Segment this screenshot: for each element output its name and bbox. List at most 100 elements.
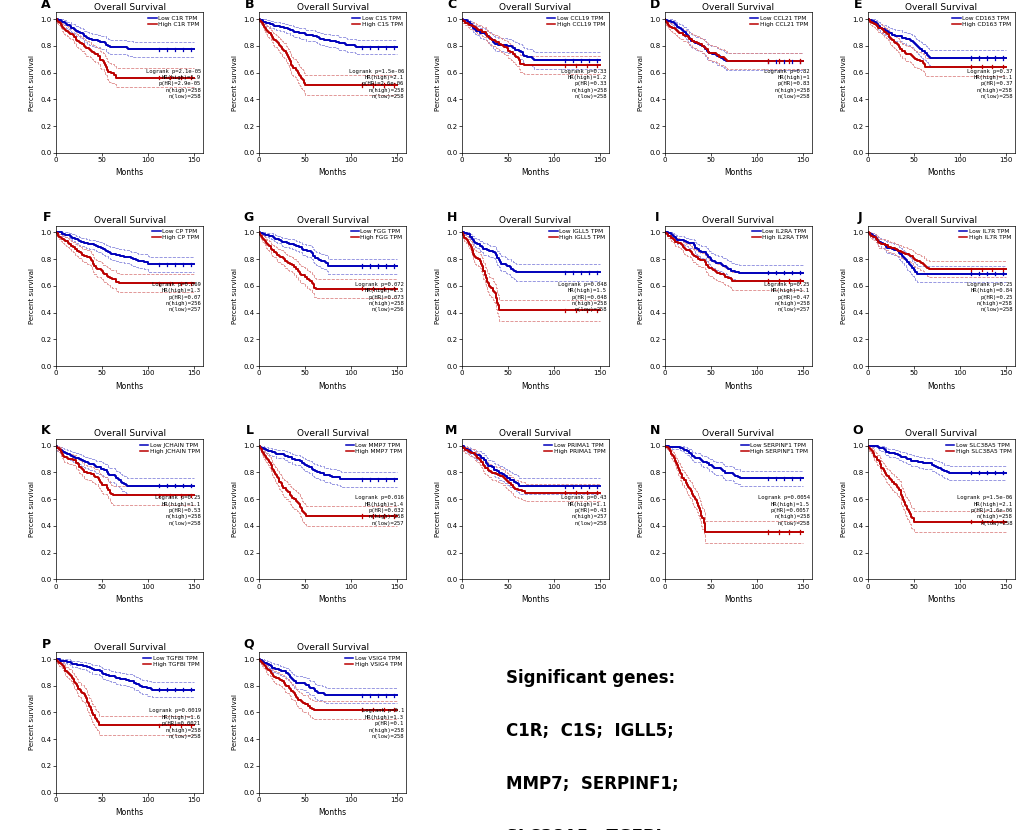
X-axis label: Months: Months — [723, 168, 752, 178]
Title: Overall Survival: Overall Survival — [499, 216, 571, 225]
Title: Overall Survival: Overall Survival — [499, 429, 571, 438]
Y-axis label: Percent survival: Percent survival — [840, 481, 846, 537]
Text: Logrank p=0.016
HR(high)=1.4
p(HR)=0.032
n(high)=258
n(low)=257: Logrank p=0.016 HR(high)=1.4 p(HR)=0.032… — [355, 496, 404, 525]
Text: Q: Q — [244, 637, 254, 651]
Legend: Low IGLL5 TPM, High IGLL5 TPM: Low IGLL5 TPM, High IGLL5 TPM — [548, 228, 605, 241]
X-axis label: Months: Months — [318, 595, 346, 604]
Title: Overall Survival: Overall Survival — [499, 2, 571, 12]
Legend: Low CD163 TPM, High CD163 TPM: Low CD163 TPM, High CD163 TPM — [951, 16, 1011, 27]
Text: A: A — [42, 0, 51, 11]
Title: Overall Survival: Overall Survival — [905, 2, 976, 12]
Text: I: I — [654, 211, 659, 224]
Title: Overall Survival: Overall Survival — [94, 216, 165, 225]
Title: Overall Survival: Overall Survival — [702, 216, 773, 225]
Text: O: O — [851, 424, 862, 437]
Y-axis label: Percent survival: Percent survival — [232, 55, 237, 110]
Text: H: H — [446, 211, 457, 224]
Legend: Low FGG TPM, High FGG TPM: Low FGG TPM, High FGG TPM — [350, 228, 403, 241]
Title: Overall Survival: Overall Survival — [297, 642, 368, 652]
X-axis label: Months: Months — [723, 382, 752, 391]
Text: P: P — [42, 637, 51, 651]
X-axis label: Months: Months — [926, 168, 955, 178]
Legend: Low IL2RA TPM, High IL2RA TPM: Low IL2RA TPM, High IL2RA TPM — [751, 228, 808, 241]
Y-axis label: Percent survival: Percent survival — [434, 481, 440, 537]
Legend: Low C1R TPM, High C1R TPM: Low C1R TPM, High C1R TPM — [148, 16, 200, 27]
Legend: Low C1S TPM, High C1S TPM: Low C1S TPM, High C1S TPM — [351, 16, 403, 27]
Text: Logrank p=0.43
HR(high)=1.1
p(HR)=0.43
n(high)=257
n(low)=258: Logrank p=0.43 HR(high)=1.1 p(HR)=0.43 n… — [560, 496, 606, 525]
Text: Logrank p=0.25
HR(high)=1.1
p(HR)=0.53
n(high)=258
n(low)=258: Logrank p=0.25 HR(high)=1.1 p(HR)=0.53 n… — [155, 496, 201, 525]
Y-axis label: Percent survival: Percent survival — [637, 481, 643, 537]
X-axis label: Months: Months — [926, 595, 955, 604]
Text: D: D — [649, 0, 659, 11]
X-axis label: Months: Months — [318, 168, 346, 178]
Text: Logrank p=1.5e-06
HR(high)=2.1
p(HR)=2.6e-06
n(high)=258
n(low)=258: Logrank p=1.5e-06 HR(high)=2.1 p(HR)=2.6… — [348, 69, 404, 99]
Legend: Low VSIG4 TPM, High VSIG4 TPM: Low VSIG4 TPM, High VSIG4 TPM — [344, 655, 403, 667]
Title: Overall Survival: Overall Survival — [94, 642, 165, 652]
Text: J: J — [857, 211, 862, 224]
Y-axis label: Percent survival: Percent survival — [30, 481, 35, 537]
Y-axis label: Percent survival: Percent survival — [840, 268, 846, 324]
Text: C: C — [447, 0, 457, 11]
Text: Logrank p=0.25
HR(high)=1.1
p(HR)=0.47
n(high)=258
n(low)=257: Logrank p=0.25 HR(high)=1.1 p(HR)=0.47 n… — [763, 282, 809, 312]
Y-axis label: Percent survival: Percent survival — [840, 55, 846, 110]
Title: Overall Survival: Overall Survival — [94, 429, 165, 438]
X-axis label: Months: Months — [723, 595, 752, 604]
Text: G: G — [244, 211, 254, 224]
Text: L: L — [246, 424, 254, 437]
Title: Overall Survival: Overall Survival — [297, 2, 368, 12]
Text: Logrank p=0.0019
HR(high)=1.6
p(HR)=0.0021
n(high)=258
n(low)=258: Logrank p=0.0019 HR(high)=1.6 p(HR)=0.00… — [149, 709, 201, 739]
Title: Overall Survival: Overall Survival — [297, 429, 368, 438]
X-axis label: Months: Months — [521, 382, 549, 391]
Text: Logrank p=0.069
HR(high)=1.3
p(HR)=0.07
n(high)=256
n(low)=257: Logrank p=0.069 HR(high)=1.3 p(HR)=0.07 … — [152, 282, 201, 312]
Y-axis label: Percent survival: Percent survival — [30, 268, 35, 324]
Legend: Low CCL19 TPM, High CCL19 TPM: Low CCL19 TPM, High CCL19 TPM — [546, 16, 605, 27]
Y-axis label: Percent survival: Percent survival — [30, 55, 35, 110]
Legend: Low PRIMA1 TPM, High PRIMA1 TPM: Low PRIMA1 TPM, High PRIMA1 TPM — [543, 442, 605, 454]
Text: Logrank p=0.82
HR(high)=1
p(HR)=0.83
n(high)=258
n(low)=258: Logrank p=0.82 HR(high)=1 p(HR)=0.83 n(h… — [763, 69, 809, 99]
Legend: Low MMP7 TPM, High MMP7 TPM: Low MMP7 TPM, High MMP7 TPM — [344, 442, 403, 454]
Legend: Low JCHAIN TPM, High JCHAIN TPM: Low JCHAIN TPM, High JCHAIN TPM — [139, 442, 200, 454]
Legend: Low IL7R TPM, High IL7R TPM: Low IL7R TPM, High IL7R TPM — [958, 228, 1011, 241]
Text: M: M — [444, 424, 457, 437]
Y-axis label: Percent survival: Percent survival — [232, 481, 237, 537]
Y-axis label: Percent survival: Percent survival — [434, 55, 440, 110]
Legend: Low CP TPM, High CP TPM: Low CP TPM, High CP TPM — [152, 228, 200, 241]
Text: Significant genes:

C1R;  C1S;  IGLL5;

MMP7;  SERPINF1;

SLC38A5;  TGFBI.: Significant genes: C1R; C1S; IGLL5; MMP7… — [505, 669, 679, 830]
Y-axis label: Percent survival: Percent survival — [232, 695, 237, 750]
Text: Logrank p=0.048
HR(high)=1.5
p(HR)=0.048
n(high)=258
n(low)=258: Logrank p=0.048 HR(high)=1.5 p(HR)=0.048… — [557, 282, 606, 312]
Title: Overall Survival: Overall Survival — [94, 2, 165, 12]
Text: Logrank p=0.37
HR(high)=1.1
p(HR)=0.37
n(high)=258
n(low)=258: Logrank p=0.37 HR(high)=1.1 p(HR)=0.37 n… — [966, 69, 1012, 99]
Text: N: N — [649, 424, 659, 437]
X-axis label: Months: Months — [115, 168, 144, 178]
Text: Logrank p=0.25
HR(high)=0.84
p(HR)=0.25
n(high)=258
n(low)=258: Logrank p=0.25 HR(high)=0.84 p(HR)=0.25 … — [966, 282, 1012, 312]
Title: Overall Survival: Overall Survival — [702, 2, 773, 12]
Y-axis label: Percent survival: Percent survival — [637, 55, 643, 110]
X-axis label: Months: Months — [926, 382, 955, 391]
X-axis label: Months: Months — [318, 808, 346, 818]
Text: F: F — [43, 211, 51, 224]
X-axis label: Months: Months — [115, 595, 144, 604]
Legend: Low TGFBI TPM, High TGFBI TPM: Low TGFBI TPM, High TGFBI TPM — [143, 655, 200, 667]
X-axis label: Months: Months — [115, 382, 144, 391]
Title: Overall Survival: Overall Survival — [297, 216, 368, 225]
Legend: Low CCL21 TPM, High CCL21 TPM: Low CCL21 TPM, High CCL21 TPM — [749, 16, 808, 27]
Text: Logrank p=0.072
HR(high)=1.3
p(HR)=0.073
n(high)=258
n(low)=256: Logrank p=0.072 HR(high)=1.3 p(HR)=0.073… — [355, 282, 404, 312]
Text: Logrank p=0.1
HR(high)=1.3
p(HR)=0.1
n(high)=258
n(low)=258: Logrank p=0.1 HR(high)=1.3 p(HR)=0.1 n(h… — [362, 709, 404, 739]
Title: Overall Survival: Overall Survival — [702, 429, 773, 438]
Title: Overall Survival: Overall Survival — [905, 216, 976, 225]
Text: K: K — [42, 424, 51, 437]
Text: B: B — [245, 0, 254, 11]
X-axis label: Months: Months — [115, 808, 144, 818]
Text: E: E — [853, 0, 862, 11]
Title: Overall Survival: Overall Survival — [905, 429, 976, 438]
Legend: Low SLC38A5 TPM, High SLC38A5 TPM: Low SLC38A5 TPM, High SLC38A5 TPM — [944, 442, 1011, 454]
Y-axis label: Percent survival: Percent survival — [434, 268, 440, 324]
X-axis label: Months: Months — [521, 595, 549, 604]
Text: Logrank p=1.5e-06
HR(high)=2.1
p(HR)=1.6e-06
n(high)=258
n(low)=258: Logrank p=1.5e-06 HR(high)=2.1 p(HR)=1.6… — [957, 496, 1012, 525]
Y-axis label: Percent survival: Percent survival — [30, 695, 35, 750]
Y-axis label: Percent survival: Percent survival — [232, 268, 237, 324]
Legend: Low SERPINF1 TPM, High SERPINF1 TPM: Low SERPINF1 TPM, High SERPINF1 TPM — [739, 442, 808, 454]
X-axis label: Months: Months — [318, 382, 346, 391]
Text: Logrank p=0.33
HR(high)=1.2
p(HR)=0.33
n(high)=258
n(low)=258: Logrank p=0.33 HR(high)=1.2 p(HR)=0.33 n… — [560, 69, 606, 99]
Text: Logrank p=0.0054
HR(high)=1.5
p(HR)=0.0057
n(high)=258
n(low)=258: Logrank p=0.0054 HR(high)=1.5 p(HR)=0.00… — [757, 496, 809, 525]
